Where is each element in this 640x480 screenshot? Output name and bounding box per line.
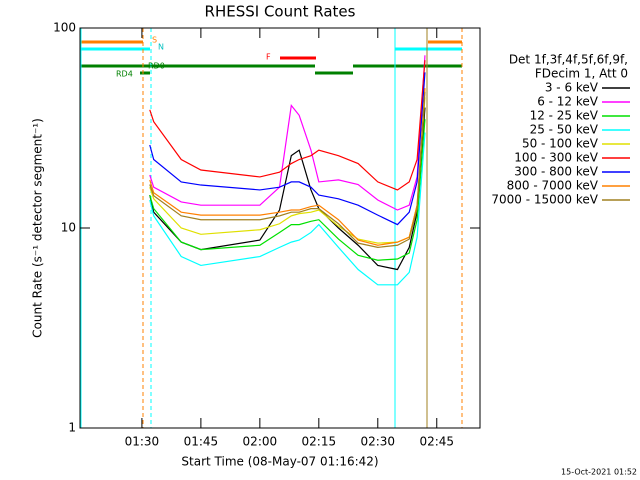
legend-label: 7000 - 15000 keV [491, 193, 598, 207]
y-axis-title: Count Rate (s⁻¹ detector segment⁻¹) [31, 118, 45, 338]
series-line [149, 91, 426, 248]
x-tick-label: 02:00 [243, 435, 278, 449]
legend-label: 6 - 12 keV [537, 95, 599, 109]
flag-label: F [266, 53, 271, 62]
legend-label: 3 - 6 keV [545, 81, 599, 95]
y-tick-label: 10 [61, 221, 76, 235]
footer: 15-Oct-2021 01:52 [561, 468, 637, 477]
series-line [149, 132, 426, 286]
series-line [149, 55, 426, 211]
legend-label: 12 - 25 keV [530, 109, 599, 123]
legend-label: 100 - 300 keV [514, 151, 598, 165]
legend-header: Det 1f,3f,4f,5f,6f,9f, [509, 53, 628, 67]
x-axis-title: Start Time (08-May-07 01:16:42) [181, 455, 378, 469]
flag-bars [80, 40, 462, 75]
x-tick-label: 01:45 [184, 435, 219, 449]
x-tick-label: 02:45 [419, 435, 454, 449]
plot-frame [79, 27, 481, 429]
y-tick-label: 1 [68, 421, 76, 435]
flag-label: RD0 [148, 62, 165, 71]
legend-label: 800 - 7000 keV [507, 179, 599, 193]
chart-title: RHESSI Count Rates [205, 3, 356, 21]
y-tick-label: 100 [53, 21, 76, 35]
series-line [149, 72, 426, 226]
legend-label: 50 - 100 keV [522, 137, 599, 151]
flag-label: RD4 [116, 70, 133, 79]
x-tick-label: 02:30 [360, 435, 395, 449]
x-tick-label: 01:30 [125, 435, 160, 449]
series-line [149, 97, 426, 244]
series-line [149, 60, 426, 191]
legend-label: 25 - 50 keV [530, 123, 599, 137]
legend-header: FDecim 1, Att 0 [535, 67, 628, 81]
vertical-markers [80, 28, 463, 428]
flag-label: S [152, 36, 157, 45]
legend-label: 300 - 800 keV [514, 165, 598, 179]
series-line [149, 119, 426, 261]
x-tick-label: 02:15 [302, 435, 337, 449]
series-line [149, 88, 426, 246]
flag-label: N [158, 43, 164, 52]
